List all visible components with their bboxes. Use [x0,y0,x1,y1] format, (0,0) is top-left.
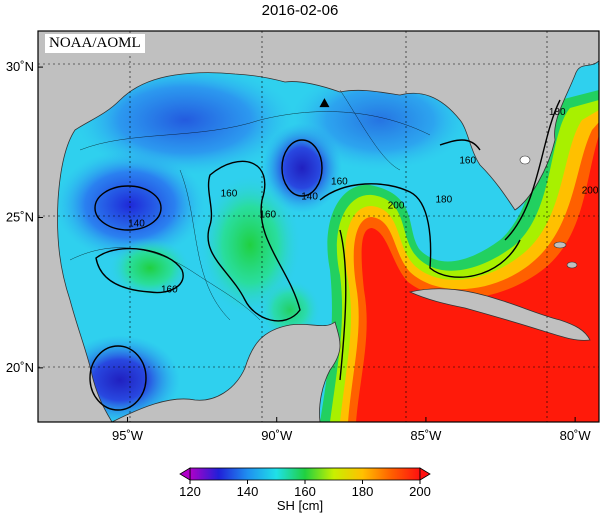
lon-tick-label: 90˚W [261,428,293,443]
land-island [553,241,567,249]
colorbar-max-arrow [419,467,431,481]
contour-label: 160 [331,176,348,187]
axis-ticks: 30˚N 25˚N 20˚N 95˚W 90˚W 85˚W 80˚W [6,59,592,443]
contour-label: 160 [221,188,238,199]
contour-label: 140 [301,191,318,202]
contours-major [89,99,561,411]
colorbar-tick-label: 140 [237,484,259,499]
lat-tick-label: 30˚N [6,59,34,74]
colorbar-label: SH [cm] [276,498,324,513]
credit-label: NOAA/AOML [45,34,145,53]
lat-tick-label: 25˚N [6,209,34,224]
contour-label: 160 [161,285,178,296]
lon-tick-label: 80˚W [560,428,592,443]
map-title: 2016-02-06 [261,2,339,19]
lake [519,155,531,165]
colorbar-tick-label: 160 [294,484,316,499]
contours-minor [69,89,431,321]
contour-label: 160 [259,209,276,220]
colorbar-gradient [189,467,421,481]
sh-band-200 [356,135,599,422]
triangle-marker-icon [319,98,330,108]
graticule [38,31,599,422]
sh-blob [110,238,190,298]
lon-tick-label: 95˚W [112,428,144,443]
contour-label: 200 [582,185,599,196]
land-cuba [408,288,591,341]
contour-label: 140 [128,219,145,230]
sh-blob [55,150,205,260]
lon-tick-label: 85˚W [410,428,442,443]
map-panel: 140 160 160 160 140 160 180 200 160 180 200 [38,31,599,422]
lat-tick-label: 20˚N [6,360,34,375]
contour-label: 180 [435,194,452,205]
colorbar-tick-label: 200 [409,484,431,499]
contour-labels: 140 160 160 160 140 160 180 200 160 180 200 [128,107,599,295]
marker-layer [319,98,330,108]
land-yucatan [111,321,341,422]
colorbar: 120 140 160 180 200 [179,467,431,499]
contour-label: 180 [549,107,566,118]
colorbar-tick-label: 180 [352,484,374,499]
land-island [566,261,578,269]
colorbar-tick-label: 120 [179,484,201,499]
colorbar-min-arrow [179,467,191,481]
sh-blob [200,175,300,315]
map-frame [37,30,600,423]
land-us-mexico [38,31,599,422]
contour-label: 160 [459,155,476,166]
contour-label: 200 [388,200,405,211]
